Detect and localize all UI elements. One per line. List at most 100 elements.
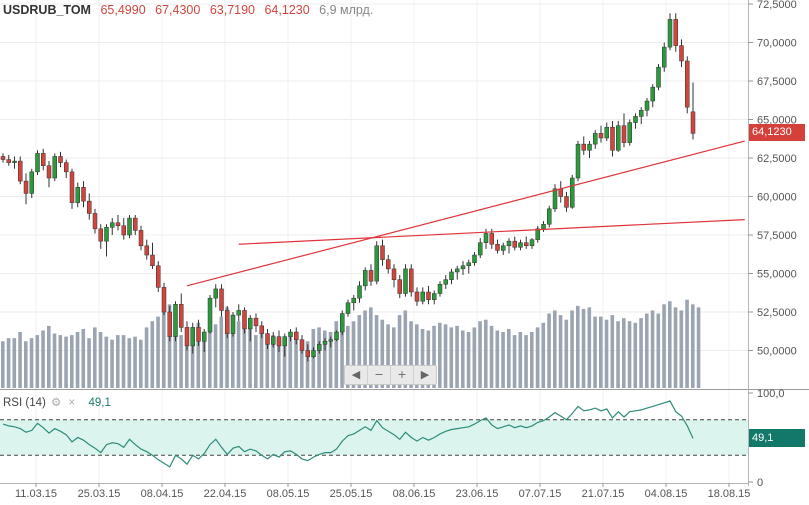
- price-tick-label: 52,5000: [757, 307, 797, 319]
- candle: [587, 141, 592, 158]
- candle-body: [466, 262, 471, 267]
- candle-body: [443, 279, 448, 285]
- candle: [213, 284, 218, 308]
- volume-bar: [369, 307, 373, 388]
- price-tick-label: 60,0000: [757, 192, 797, 204]
- zoom-in-button[interactable]: +: [390, 366, 413, 384]
- candle-body: [213, 288, 218, 299]
- gear-icon[interactable]: ⚙: [51, 397, 62, 409]
- candle: [58, 151, 63, 168]
- candle: [196, 319, 201, 346]
- time-tick-label: 04.08.15: [645, 488, 688, 500]
- candle: [127, 214, 132, 239]
- volume-bar: [443, 324, 448, 388]
- candle: [305, 344, 310, 362]
- volume-bars: [1, 299, 701, 388]
- scroll-right-button[interactable]: ▶: [413, 366, 436, 384]
- volume-bar: [162, 307, 166, 388]
- candle-body: [121, 225, 126, 236]
- candle-body: [69, 171, 75, 203]
- candle-body: [673, 19, 678, 46]
- time-tick-label: 22.04.15: [204, 488, 247, 500]
- volume-bar: [311, 328, 316, 388]
- volume-bar: [64, 336, 68, 388]
- candle-body: [374, 245, 379, 282]
- time-tick-label: 08.05.15: [267, 488, 310, 500]
- candle-body: [547, 208, 552, 225]
- candle: [472, 251, 477, 266]
- volume-bar: [679, 310, 684, 388]
- candle: [92, 208, 98, 234]
- volume-bar: [328, 332, 333, 388]
- volume-bar: [87, 338, 91, 388]
- candle: [449, 268, 454, 285]
- candle-body: [64, 162, 69, 173]
- zoom-out-button[interactable]: −: [367, 366, 390, 384]
- grid-lines: [0, 0, 748, 483]
- candle: [357, 281, 362, 303]
- candle: [512, 236, 517, 251]
- candle: [87, 193, 92, 220]
- candle: [173, 301, 178, 342]
- candle: [627, 119, 632, 146]
- candle-body: [489, 233, 494, 245]
- candle-body: [368, 270, 374, 282]
- candle-body: [138, 230, 144, 247]
- volume-bar: [1, 341, 5, 388]
- candle: [98, 224, 103, 249]
- candle-body: [386, 259, 391, 270]
- close-icon[interactable]: ×: [68, 397, 76, 409]
- candle: [414, 287, 420, 306]
- scroll-left-button[interactable]: ◀: [351, 368, 361, 381]
- candle: [184, 321, 190, 351]
- trendline: [186, 140, 745, 287]
- volume-bar: [75, 332, 80, 388]
- candle-body: [12, 160, 17, 163]
- rsi-value: 49,1: [88, 397, 111, 409]
- candle-body: [98, 228, 103, 242]
- candle-body: [81, 187, 86, 202]
- candle: [271, 332, 276, 348]
- candle: [311, 347, 316, 359]
- candle: [650, 84, 655, 108]
- candle: [276, 330, 282, 353]
- candle-body: [558, 188, 563, 197]
- candle-body: [455, 268, 460, 273]
- candles: [0, 13, 696, 362]
- candle: [673, 13, 678, 52]
- time-tick-label: 25.05.15: [330, 488, 373, 500]
- volume-bar: [484, 319, 488, 388]
- candle: [29, 168, 34, 199]
- volume-bar: [363, 310, 367, 388]
- price-tick-label: 57,5000: [757, 230, 797, 242]
- volume-bar: [535, 327, 540, 388]
- volume-bar: [662, 304, 666, 388]
- volume-bar: [254, 335, 258, 388]
- volume-bar: [357, 315, 362, 388]
- candle-body: [334, 331, 339, 340]
- volume-bar: [593, 316, 597, 388]
- candle: [219, 284, 224, 317]
- candle-body: [437, 284, 443, 294]
- volume-bar: [225, 307, 229, 388]
- instrument-header: USDRUB_TOM 65,4990 67,4300 63,7190 64,12…: [3, 3, 373, 17]
- candle: [299, 335, 305, 354]
- time-tick-label: 08.04.15: [141, 488, 184, 500]
- volume-bar: [426, 330, 431, 388]
- volume-bar: [231, 325, 235, 388]
- candle: [685, 56, 690, 114]
- candle-body: [127, 217, 132, 236]
- volume-bar: [282, 338, 287, 388]
- candle-body: [6, 159, 11, 163]
- candle-body: [593, 133, 598, 145]
- volume-bar: [507, 328, 511, 388]
- candle-body: [587, 143, 592, 151]
- volume-bar: [432, 325, 436, 388]
- candle: [581, 136, 586, 155]
- volume-bar: [41, 330, 45, 388]
- volume-bar: [150, 321, 155, 388]
- candle-body: [207, 297, 213, 333]
- candle-body: [409, 268, 414, 293]
- candle-body: [179, 304, 184, 328]
